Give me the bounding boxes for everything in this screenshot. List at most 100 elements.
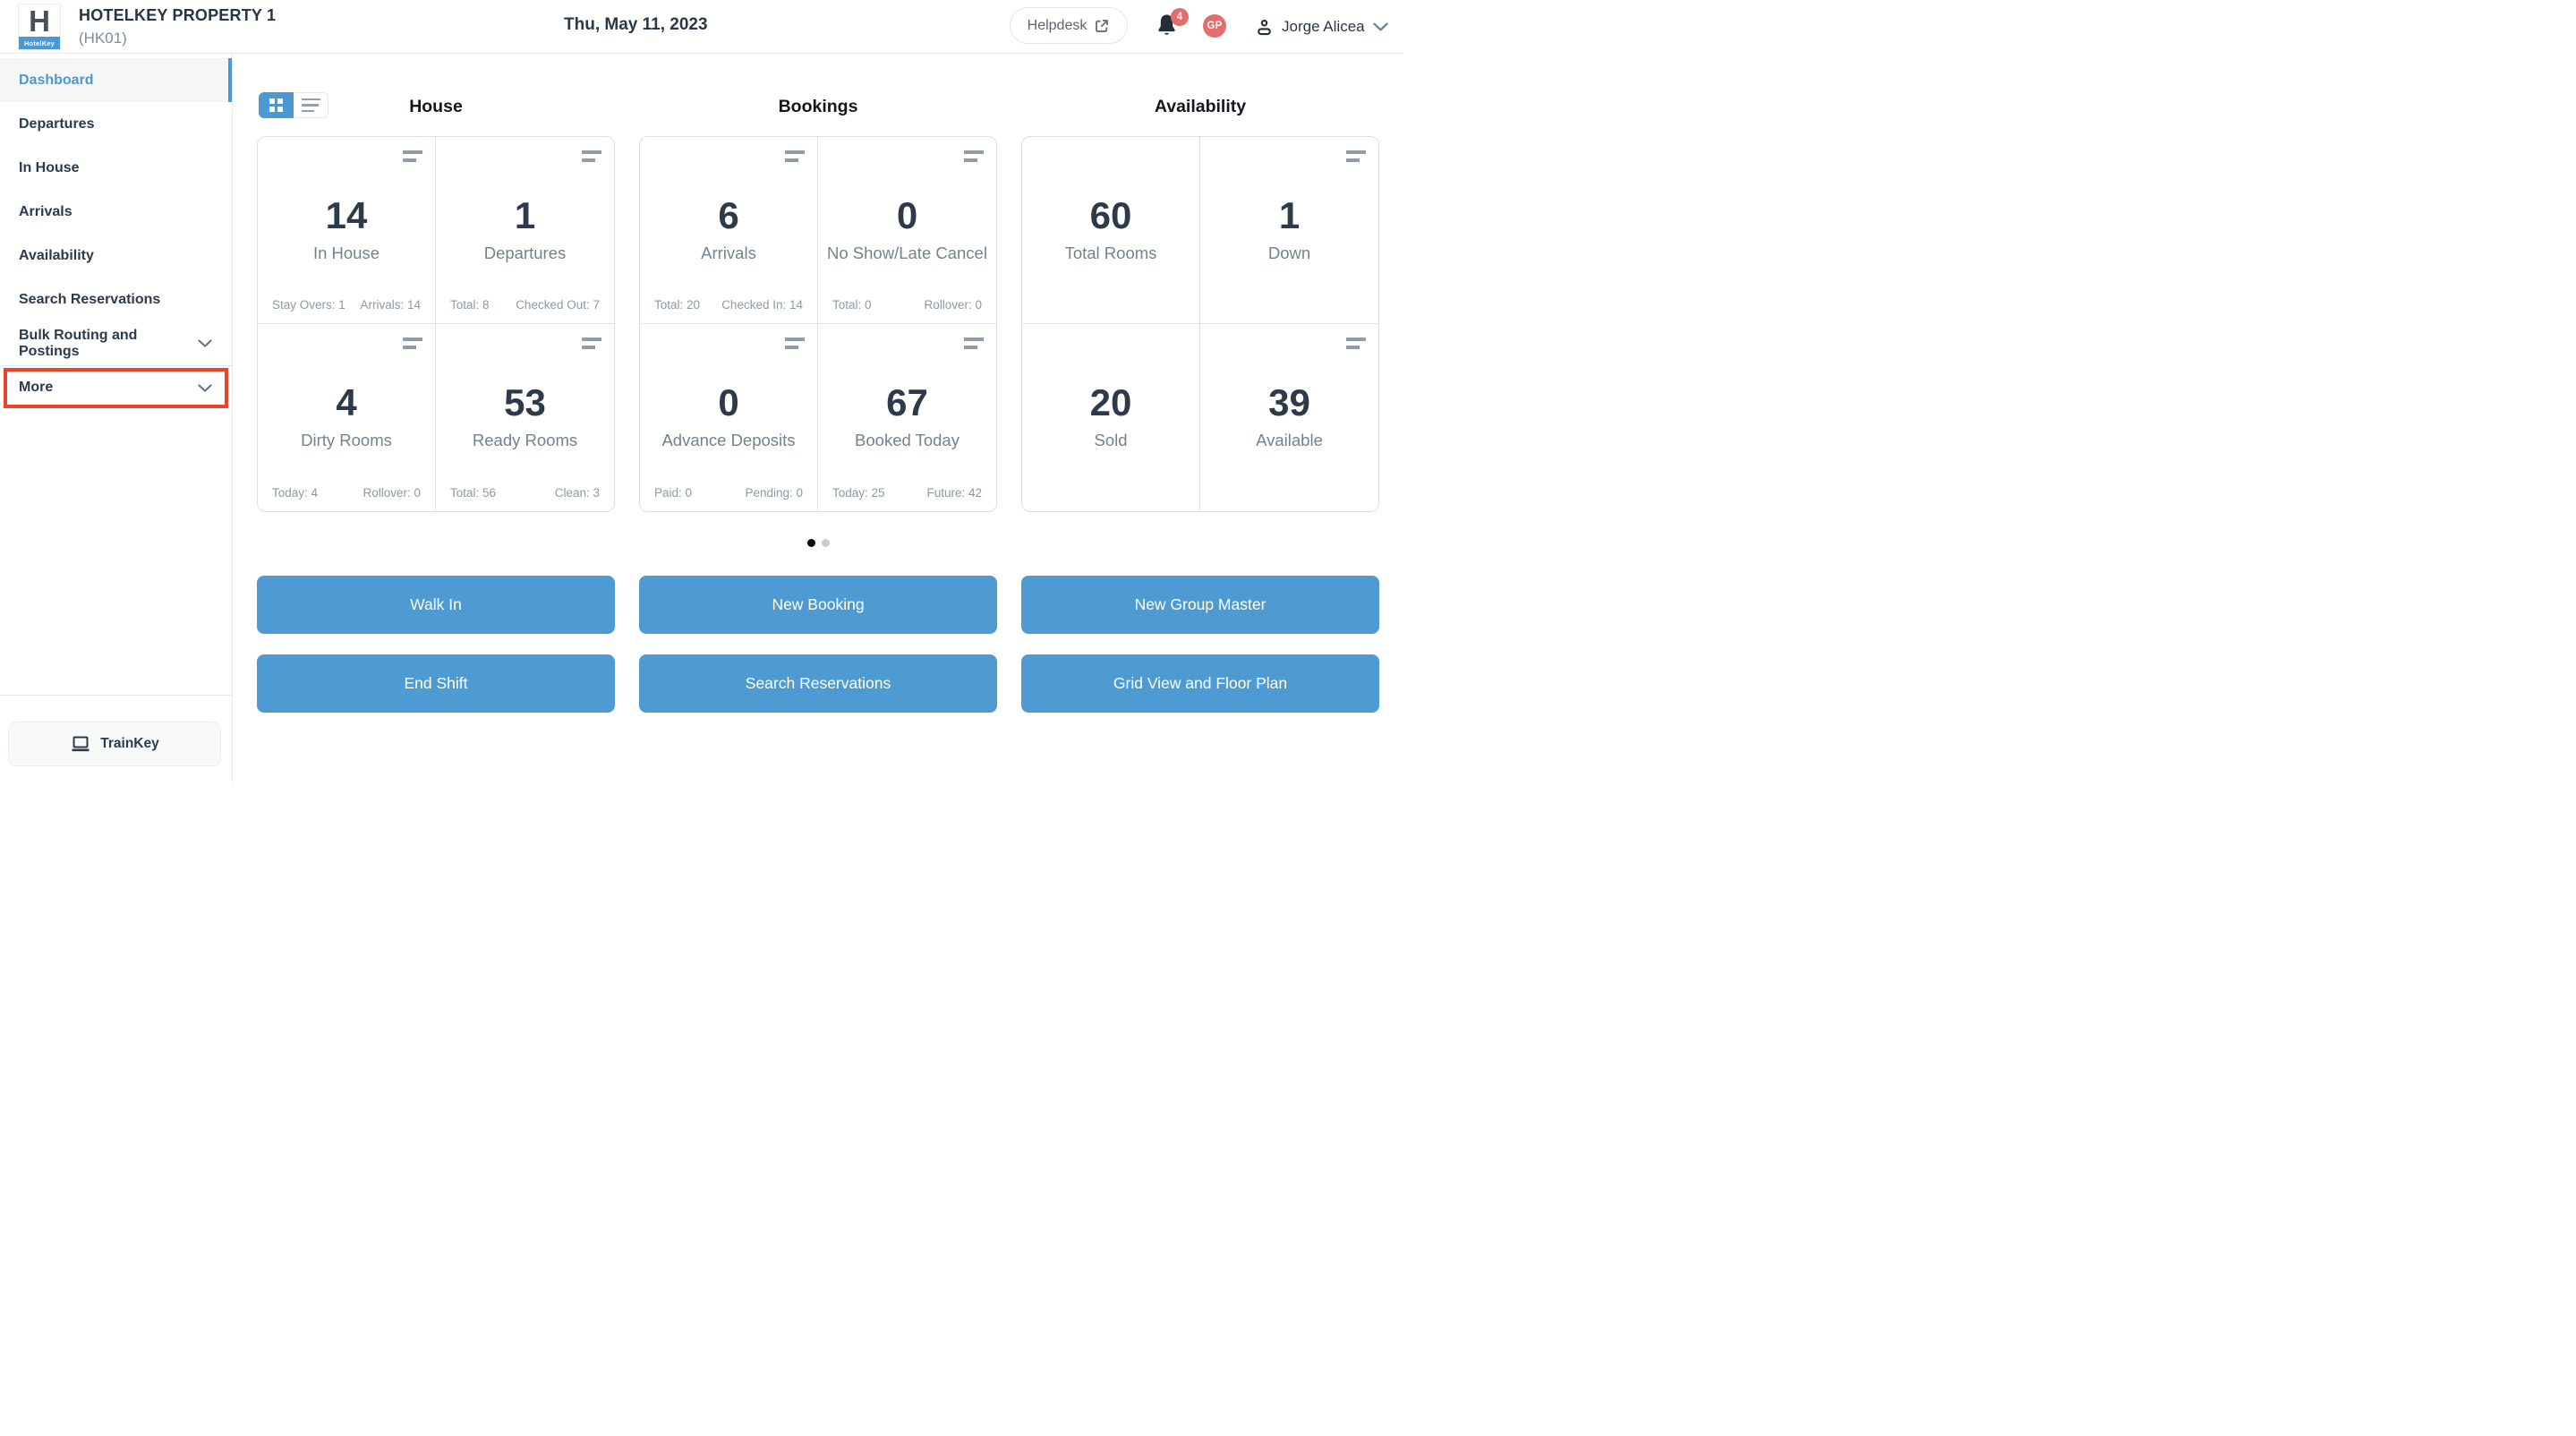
card-value: 0 [896,194,918,236]
avatar[interactable]: GP [1203,14,1226,38]
card-stat-right: Arrivals: 14 [360,298,421,312]
sidebar-item-label: Dashboard [19,72,94,88]
pagination-dot[interactable] [821,539,830,547]
property-code: (HK01) [79,29,127,47]
business-date: Thu, May 11, 2023 [564,15,708,34]
chevron-down-icon [198,339,212,347]
sidebar-item-label: In House [19,159,80,175]
card-available[interactable]: 39 Available [1200,324,1378,511]
list-view-icon [301,98,320,113]
card-menu-icon[interactable] [785,338,805,349]
card-value: 14 [325,194,368,236]
card-stat-left: Total: 8 [450,298,490,312]
card-ready-rooms[interactable]: 53 Ready Rooms Total: 56 Clean: 3 [436,324,614,511]
card-value: 67 [886,381,928,423]
card-value: 39 [1268,381,1310,423]
card-total-rooms[interactable]: 60 Total Rooms [1022,137,1200,324]
section-title: Availability [1154,97,1247,116]
card-stat-right: Future: 42 [926,486,982,500]
helpdesk-button[interactable]: Helpdesk [1010,7,1128,44]
card-stats: Stay Overs: 1 Arrivals: 14 [272,298,421,312]
sidebar-item-dashboard[interactable]: Dashboard [0,58,232,102]
carousel-pagination [639,539,997,547]
card-sold[interactable]: 20 Sold [1022,324,1200,511]
card-label: Down [1267,244,1311,262]
logo-brand-label: HotelKey [19,37,60,49]
sidebar-item-label: Bulk Routing and Postings [19,327,138,359]
card-advance-deposits[interactable]: 0 Advance Deposits Paid: 0 Pending: 0 [640,324,818,511]
sidebar-item-in-house[interactable]: In House [0,146,232,190]
property-title: HOTELKEY PROPERTY 1 (HK01) [79,5,276,47]
sidebar-item-departures[interactable]: Departures [0,102,232,146]
notifications-button[interactable]: 4 [1156,8,1192,42]
card-value: 0 [718,381,739,423]
card-label: Ready Rooms [472,431,578,449]
card-arrivals[interactable]: 6 Arrivals Total: 20 Checked In: 14 [640,137,818,324]
list-view-button[interactable] [294,92,328,118]
card-stat-left: Total: 20 [654,298,701,312]
card-stat-left: Total: 0 [832,298,872,312]
card-menu-icon[interactable] [964,338,984,349]
grid-view-icon [269,98,283,112]
card-stat-left: Paid: 0 [654,486,693,500]
new-group-master-button[interactable]: New Group Master [1021,576,1379,634]
helpdesk-label: Helpdesk [1027,17,1088,33]
card-label: Dirty Rooms [301,431,392,449]
card-dirty-rooms[interactable]: 4 Dirty Rooms Today: 4 Rollover: 0 [258,324,436,511]
availability-card-grid: 60 Total Rooms 1 Down 20 Sold 39 Availab… [1021,136,1379,512]
chevron-down-icon [198,383,212,392]
card-value: 1 [514,194,536,236]
section-bookings: Bookings 6 Arrivals Total: 20 Checked In… [639,92,997,512]
pagination-dot-active[interactable] [806,539,815,547]
external-link-icon [1094,18,1110,34]
card-departures[interactable]: 1 Departures Total: 8 Checked Out: 7 [436,137,614,324]
sidebar-item-bulk-routing-and-postings[interactable]: Bulk Routing and Postings [0,321,232,365]
card-stats: Paid: 0 Pending: 0 [654,486,803,500]
card-stat-left: Today: 25 [832,486,885,500]
card-menu-icon[interactable] [785,150,805,162]
sidebar-item-arrivals[interactable]: Arrivals [0,190,232,234]
property-name: HOTELKEY PROPERTY 1 [79,6,277,24]
card-menu-icon[interactable] [964,150,984,162]
search-reservations-button[interactable]: Search Reservations [639,654,997,713]
card-stat-left: Total: 56 [450,486,497,500]
card-stats: Total: 0 Rollover: 0 [832,298,982,312]
card-down[interactable]: 1 Down [1200,137,1378,324]
card-menu-icon[interactable] [1346,150,1366,162]
end-shift-button[interactable]: End Shift [257,654,615,713]
card-stats: Today: 25 Future: 42 [832,486,982,500]
quick-actions: Walk In New Booking New Group Master End… [257,576,1379,713]
user-icon [1255,18,1274,37]
trainkey-button[interactable]: TrainKey [8,722,221,766]
card-value: 6 [718,194,739,236]
card-menu-icon[interactable] [582,150,601,162]
sidebar-item-label: Availability [19,247,94,263]
card-label: Sold [1094,431,1128,449]
trainkey-label: TrainKey [100,736,159,751]
sidebar-nav: Dashboard Departures In House Arrivals A… [0,54,232,409]
card-value: 4 [336,381,357,423]
card-stat-left: Today: 4 [272,486,319,500]
card-in-house[interactable]: 14 In House Stay Overs: 1 Arrivals: 14 [258,137,436,324]
user-menu[interactable]: Jorge Alicea [1255,13,1388,40]
card-menu-icon[interactable] [403,150,422,162]
sidebar-item-availability[interactable]: Availability [0,234,232,278]
card-stats: Today: 4 Rollover: 0 [272,486,421,500]
grid-view-and-floor-plan-button[interactable]: Grid View and Floor Plan [1021,654,1379,713]
user-name: Jorge Alicea [1282,18,1365,35]
sidebar-item-search-reservations[interactable]: Search Reservations [0,278,232,321]
card-menu-icon[interactable] [1346,338,1366,349]
card-no-show-late-cancel[interactable]: 0 No Show/Late Cancel Total: 0 Rollover:… [818,137,996,324]
card-stat-right: Rollover: 0 [363,486,421,500]
card-menu-icon[interactable] [582,338,601,349]
grid-view-button[interactable] [259,92,294,118]
card-label: No Show/Late Cancel [827,244,987,262]
sidebar-divider [0,695,232,696]
new-booking-button[interactable]: New Booking [639,576,997,634]
card-label: Advance Deposits [661,431,796,449]
card-menu-icon[interactable] [403,338,422,349]
sidebar-item-more[interactable]: More [0,365,232,409]
walk-in-button[interactable]: Walk In [257,576,615,634]
notification-badge: 4 [1171,8,1189,26]
card-booked-today[interactable]: 67 Booked Today Today: 25 Future: 42 [818,324,996,511]
